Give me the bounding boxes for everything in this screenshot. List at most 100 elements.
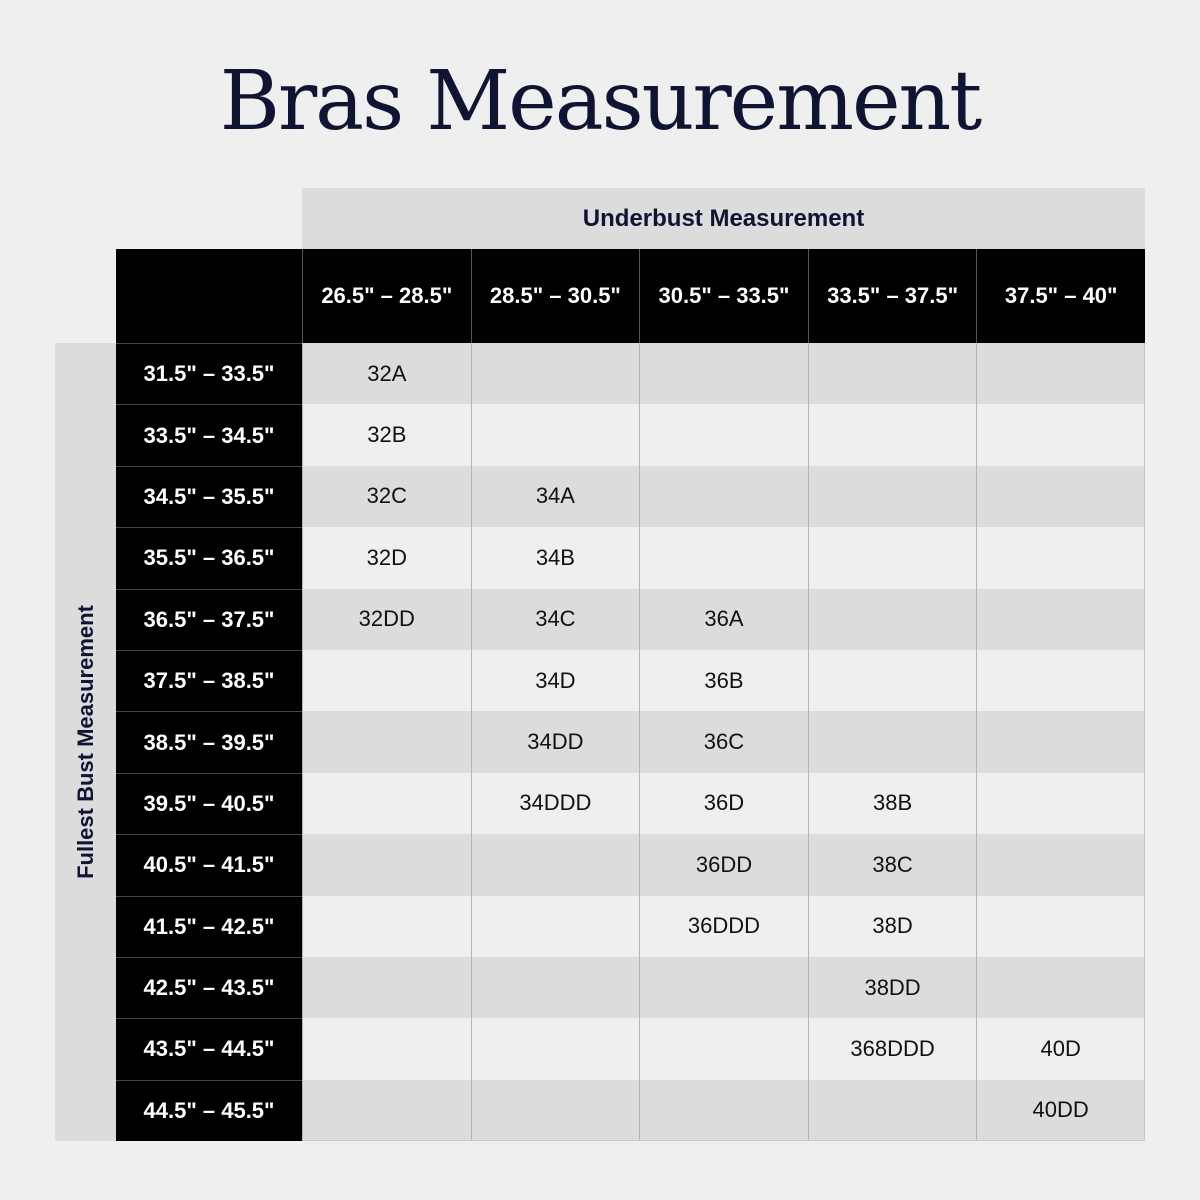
size-cell: 34DDD bbox=[470, 772, 640, 835]
size-cell bbox=[976, 834, 1145, 896]
size-cell: 38D bbox=[807, 895, 977, 957]
table-row: 38.5" – 39.5" 34DD 36C bbox=[116, 711, 1145, 773]
size-cell: 36D bbox=[639, 772, 808, 835]
size-cell bbox=[807, 711, 977, 773]
size-cell bbox=[976, 588, 1145, 650]
column-header: 30.5" – 33.5" bbox=[639, 249, 808, 343]
row-header: 39.5" – 40.5" bbox=[116, 772, 302, 835]
size-cell bbox=[470, 834, 640, 896]
size-cell: 34B bbox=[470, 527, 640, 589]
row-header: 37.5" – 38.5" bbox=[116, 649, 302, 712]
size-cell bbox=[302, 1018, 471, 1080]
size-cell bbox=[976, 711, 1145, 773]
row-header: 33.5" – 34.5" bbox=[116, 404, 302, 466]
corner-cell bbox=[116, 249, 302, 343]
size-cell: 34C bbox=[470, 588, 640, 650]
row-header: 44.5" – 45.5" bbox=[116, 1079, 302, 1142]
row-header: 40.5" – 41.5" bbox=[116, 834, 302, 896]
size-cell: 36DDD bbox=[639, 895, 808, 957]
size-cell bbox=[807, 649, 977, 712]
table-row: 39.5" – 40.5" 34DDD 36D 38B bbox=[116, 772, 1145, 835]
column-header: 37.5" – 40" bbox=[976, 249, 1145, 343]
underbust-group-header: Underbust Measurement bbox=[302, 188, 1145, 249]
table-row: 31.5" – 33.5" 32A bbox=[116, 343, 1145, 405]
size-cell bbox=[807, 404, 977, 466]
row-header: 42.5" – 43.5" bbox=[116, 956, 302, 1019]
size-cell: 32D bbox=[302, 527, 471, 589]
row-header: 43.5" – 44.5" bbox=[116, 1018, 302, 1080]
size-cell bbox=[976, 649, 1145, 712]
row-header: 41.5" – 42.5" bbox=[116, 895, 302, 957]
size-cell: 34A bbox=[470, 465, 640, 528]
table-row: 33.5" – 34.5" 32B bbox=[116, 404, 1145, 466]
size-cell bbox=[470, 1018, 640, 1080]
size-cell bbox=[639, 527, 808, 589]
size-cell bbox=[807, 588, 977, 650]
size-cell bbox=[639, 1018, 808, 1080]
size-cell bbox=[302, 649, 471, 712]
size-cell: 40DD bbox=[976, 1079, 1145, 1142]
column-header: 28.5" – 30.5" bbox=[470, 249, 640, 343]
column-header: 26.5" – 28.5" bbox=[302, 249, 471, 343]
column-header: 33.5" – 37.5" bbox=[807, 249, 977, 343]
size-cell bbox=[639, 404, 808, 466]
size-cell bbox=[302, 711, 471, 773]
size-cell: 38DD bbox=[807, 956, 977, 1019]
size-cell bbox=[302, 834, 471, 896]
size-cell bbox=[302, 1079, 471, 1142]
size-cell: 32C bbox=[302, 465, 471, 528]
size-cell bbox=[470, 1079, 640, 1142]
size-cell: 38C bbox=[807, 834, 977, 896]
row-header: 31.5" – 33.5" bbox=[116, 343, 302, 405]
size-cell: 40D bbox=[976, 1018, 1145, 1080]
row-header: 38.5" – 39.5" bbox=[116, 711, 302, 773]
size-cell bbox=[976, 465, 1145, 528]
size-cell bbox=[976, 895, 1145, 957]
size-cell bbox=[976, 343, 1145, 405]
size-cell bbox=[807, 465, 977, 528]
size-cell bbox=[807, 343, 977, 405]
size-cell bbox=[639, 956, 808, 1019]
header-row: 26.5" – 28.5" 28.5" – 30.5" 30.5" – 33.5" 3… bbox=[116, 249, 1145, 343]
row-header: 34.5" – 35.5" bbox=[116, 465, 302, 528]
size-cell bbox=[302, 895, 471, 957]
size-cell: 36DD bbox=[639, 834, 808, 896]
table-row: 40.5" – 41.5" 36DD 38C bbox=[116, 834, 1145, 896]
size-cell bbox=[302, 956, 471, 1019]
table-row: 37.5" – 38.5" 34D 36B bbox=[116, 649, 1145, 712]
table-row: 43.5" – 44.5" 368DDD 40D bbox=[116, 1018, 1145, 1080]
size-cell bbox=[639, 1079, 808, 1142]
size-cell bbox=[807, 527, 977, 589]
page-title: Bras Measurement bbox=[219, 54, 983, 149]
size-cell: 36A bbox=[639, 588, 808, 650]
fullest-bust-label: Fullest Bust Measurement bbox=[72, 605, 98, 879]
size-cell bbox=[470, 956, 640, 1019]
size-cell: 32A bbox=[302, 343, 471, 405]
size-table: 26.5" – 28.5" 28.5" – 30.5" 30.5" – 33.5" 3… bbox=[116, 249, 1145, 1142]
size-cell: 38B bbox=[807, 772, 977, 835]
fullest-bust-group-header: Fullest Bust Measurement bbox=[55, 343, 116, 1141]
table-row: 41.5" – 42.5" 36DDD 38D bbox=[116, 895, 1145, 957]
size-cell: 34D bbox=[470, 649, 640, 712]
size-cell: 36B bbox=[639, 649, 808, 712]
size-cell: 36C bbox=[639, 711, 808, 773]
size-cell bbox=[976, 772, 1145, 835]
size-cell: 368DDD bbox=[807, 1018, 977, 1080]
size-cell bbox=[807, 1079, 977, 1142]
table-row: 35.5" – 36.5" 32D 34B bbox=[116, 527, 1145, 589]
size-cell bbox=[302, 772, 471, 835]
row-header: 35.5" – 36.5" bbox=[116, 527, 302, 589]
table-row: 34.5" – 35.5" 32C 34A bbox=[116, 465, 1145, 528]
size-cell: 34DD bbox=[470, 711, 640, 773]
size-cell bbox=[976, 404, 1145, 466]
table-row: 36.5" – 37.5" 32DD 34C 36A bbox=[116, 588, 1145, 650]
size-cell bbox=[976, 527, 1145, 589]
row-header: 36.5" – 37.5" bbox=[116, 588, 302, 650]
size-cell: 32B bbox=[302, 404, 471, 466]
size-cell bbox=[470, 404, 640, 466]
size-cell: 32DD bbox=[302, 588, 471, 650]
size-cell bbox=[639, 465, 808, 528]
size-cell bbox=[639, 343, 808, 405]
size-cell bbox=[470, 343, 640, 405]
size-cell bbox=[470, 895, 640, 957]
